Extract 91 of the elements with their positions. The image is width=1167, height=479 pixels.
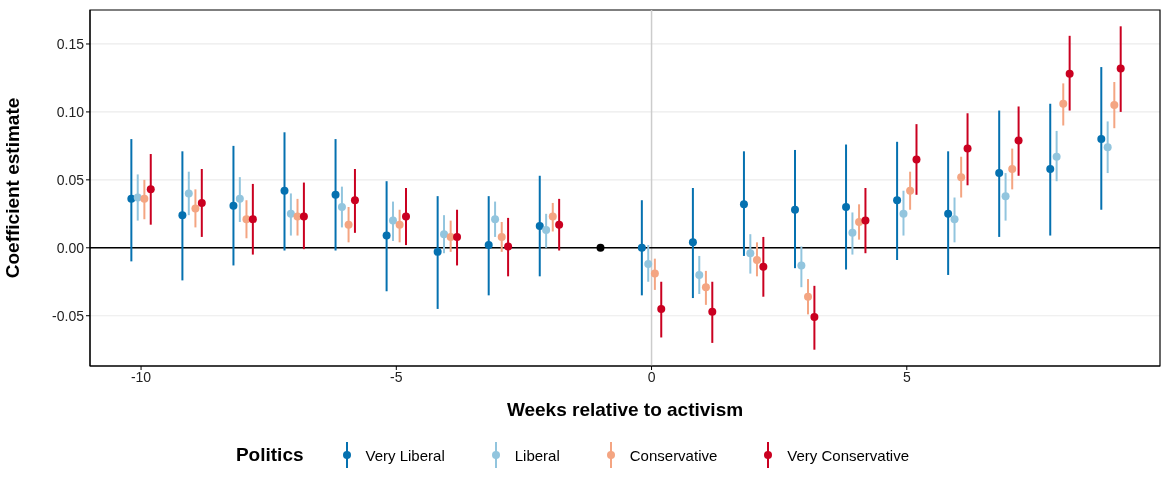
point <box>146 185 155 194</box>
point <box>995 169 1004 178</box>
point <box>944 209 953 218</box>
y-tick-label: 0.00 <box>56 239 85 256</box>
point <box>1097 135 1106 144</box>
point <box>855 217 864 226</box>
point <box>433 247 442 256</box>
point <box>1014 136 1023 145</box>
point <box>912 155 921 164</box>
point <box>596 243 605 252</box>
point <box>759 262 768 271</box>
point <box>701 283 710 292</box>
point <box>804 292 813 301</box>
point <box>842 203 851 212</box>
legend-title: Politics <box>235 444 304 466</box>
point <box>555 220 564 229</box>
point <box>402 212 410 221</box>
x-tick-label: -10 <box>130 368 152 385</box>
point <box>963 144 972 153</box>
x-tick-label: -5 <box>390 368 403 385</box>
point <box>535 222 544 231</box>
point <box>637 243 646 252</box>
point <box>191 204 200 213</box>
point <box>1001 192 1010 201</box>
point <box>893 196 902 205</box>
point <box>286 209 295 218</box>
point <box>1065 69 1074 78</box>
point <box>644 260 653 269</box>
point <box>861 216 870 225</box>
point <box>1008 164 1017 173</box>
point <box>484 241 493 250</box>
point <box>440 230 449 239</box>
y-tick-label: 0.15 <box>56 35 85 52</box>
point <box>344 220 353 229</box>
point <box>1059 99 1068 108</box>
point <box>695 270 704 279</box>
point <box>248 215 257 224</box>
point <box>197 198 206 207</box>
point <box>906 186 915 195</box>
point <box>1046 164 1055 173</box>
point <box>242 215 251 224</box>
point <box>1103 143 1112 152</box>
point <box>331 190 340 199</box>
point <box>1110 101 1119 110</box>
point <box>688 238 697 247</box>
point <box>791 205 799 214</box>
point <box>299 212 308 221</box>
point <box>950 215 959 224</box>
point <box>388 216 397 225</box>
point <box>848 228 857 237</box>
point <box>504 242 513 251</box>
point <box>752 256 761 265</box>
point <box>797 261 806 270</box>
y-tick-label: 0.05 <box>56 171 85 188</box>
x-tick-label: 0 <box>647 368 656 385</box>
y-tick-label: -0.05 <box>52 307 85 324</box>
point <box>229 201 238 210</box>
x-tick-label: 5 <box>902 368 911 385</box>
point <box>395 220 404 229</box>
point <box>491 215 500 224</box>
point <box>140 194 149 203</box>
point <box>235 194 244 203</box>
legend-label: Very Conservative <box>787 446 910 464</box>
point <box>739 200 748 209</box>
point <box>453 232 462 241</box>
point <box>280 186 289 195</box>
point <box>382 231 391 240</box>
legend-label: Very Liberal <box>365 446 445 464</box>
point <box>810 313 819 322</box>
y-axis-title: Coefficient estimate <box>1 97 23 279</box>
point <box>1052 152 1061 161</box>
point <box>497 232 506 241</box>
point <box>127 194 136 203</box>
point <box>337 203 346 212</box>
point <box>1116 64 1125 73</box>
point <box>178 211 187 220</box>
point <box>746 249 755 258</box>
point <box>133 193 142 202</box>
x-axis-title: Weeks relative to activism <box>506 399 744 420</box>
point <box>657 304 666 313</box>
point <box>650 269 659 278</box>
point <box>350 196 359 205</box>
y-tick-label: 0.10 <box>56 103 85 120</box>
point <box>708 307 717 316</box>
point <box>548 212 557 221</box>
point <box>957 173 966 182</box>
point <box>184 189 193 198</box>
point <box>899 209 908 218</box>
legend-label: Conservative <box>629 446 718 464</box>
legend-label: Liberal <box>514 446 560 464</box>
point <box>542 226 551 235</box>
